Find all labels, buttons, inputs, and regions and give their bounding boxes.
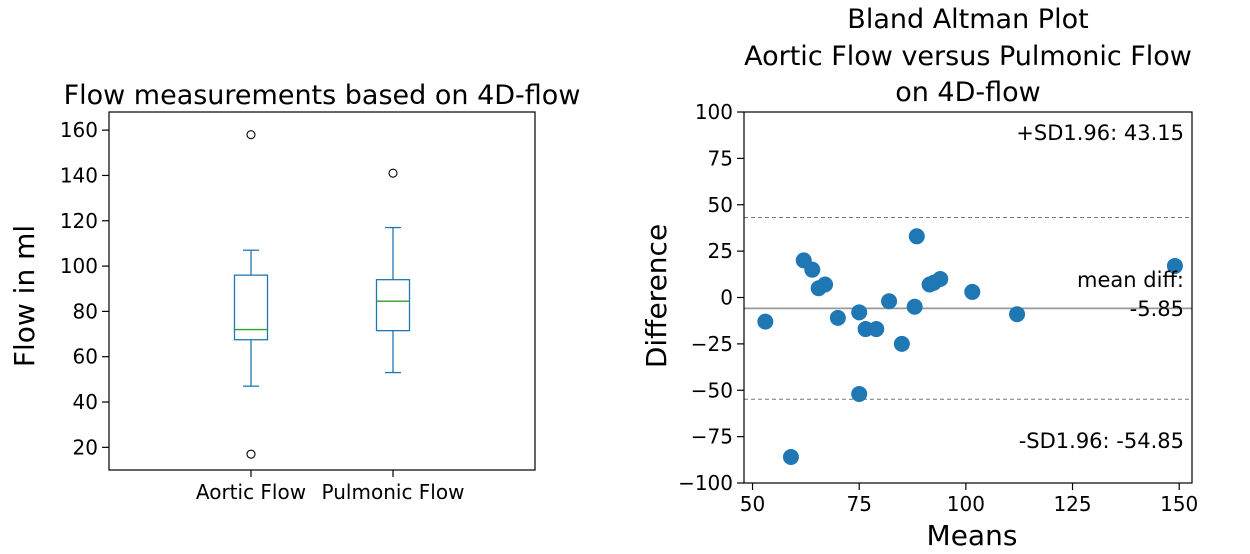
data-point <box>1009 306 1026 323</box>
box-aortic-flow <box>233 130 269 459</box>
data-point <box>868 321 885 338</box>
box-y-tick-label: 80 <box>73 299 98 323</box>
data-point <box>851 385 868 402</box>
ba-y-tick-label: 100 <box>695 100 733 124</box>
ba-y-tick-label: 50 <box>708 193 733 217</box>
ba-x-tick-label: 75 <box>846 492 871 516</box>
data-point <box>932 270 949 287</box>
box-plot-chart: Flow measurements based on 4D-flow Flow … <box>8 80 580 504</box>
box-plot-frame <box>108 111 536 471</box>
mean-diff-annotation-label: mean diff: <box>1077 268 1184 292</box>
data-point <box>851 304 868 321</box>
data-point <box>757 313 774 330</box>
box-y-tick-label: 100 <box>60 254 98 278</box>
outlier-point <box>246 130 256 140</box>
bland-altman-title-line-2: Aortic Flow versus Pulmonic Flow <box>744 41 1192 72</box>
box-plot-title: Flow measurements based on 4D-flow <box>64 80 581 111</box>
bland-altman-title-line-1: Bland Altman Plot <box>847 4 1088 35</box>
box-y-tick-label: 120 <box>60 209 98 233</box>
bland-altman-chart: Bland Altman Plot Aortic Flow versus Pul… <box>640 4 1198 552</box>
bland-altman-points <box>757 228 1183 466</box>
data-point <box>881 293 898 310</box>
upper-limit-annotation: +SD1.96: 43.15 <box>1016 121 1184 145</box>
bland-altman-x-axis-label: Means <box>927 519 1018 552</box>
data-point <box>804 261 821 278</box>
ba-y-tick-label: −75 <box>691 425 733 449</box>
box-plot-y-ticks: 20 40 60 80 100 120 140 160 <box>60 118 109 459</box>
data-point <box>782 449 799 466</box>
data-point <box>893 335 910 352</box>
ba-x-tick-label: 50 <box>740 492 765 516</box>
ba-x-tick-label: 125 <box>1053 492 1091 516</box>
box-y-tick-label: 160 <box>60 118 98 142</box>
outlier-point <box>246 449 256 459</box>
ba-y-tick-label: 75 <box>708 146 733 170</box>
box-plot-marks <box>233 130 411 459</box>
bland-altman-title-line-3: on 4D-flow <box>895 77 1041 108</box>
lower-limit-annotation: -SD1.96: -54.85 <box>1019 429 1184 453</box>
box-plot-x-ticks: Aortic Flow Pulmonic Flow <box>196 470 465 504</box>
ba-y-tick-label: 25 <box>708 239 733 263</box>
bland-altman-y-ticks: −100 −75 −50 −25 0 25 50 75 100 <box>678 100 744 495</box>
bland-altman-x-ticks: 50 75 100 125 150 <box>740 483 1198 516</box>
ba-y-tick-label: 0 <box>720 286 733 310</box>
bland-altman-frame <box>743 111 1193 484</box>
data-point <box>906 298 923 315</box>
bland-altman-y-axis-label: Difference <box>640 224 673 368</box>
box-y-tick-label: 60 <box>73 345 98 369</box>
box-y-tick-label: 140 <box>60 163 98 187</box>
ba-x-tick-label: 100 <box>947 492 985 516</box>
box-plot-y-axis-label: Flow in ml <box>8 225 41 367</box>
box-y-tick-label: 20 <box>73 435 98 459</box>
mean-diff-annotation-value: -5.85 <box>1130 297 1184 321</box>
data-point <box>964 283 981 300</box>
ba-y-tick-label: −100 <box>678 471 733 495</box>
data-point <box>817 276 834 293</box>
ba-x-tick-label: 150 <box>1160 492 1198 516</box>
box-pulmonic-flow <box>375 168 411 374</box>
data-point <box>829 309 846 326</box>
outlier-point <box>388 168 398 178</box>
iqr-box <box>233 274 269 341</box>
box-x-tick-label: Aortic Flow <box>196 480 306 504</box>
box-x-tick-label: Pulmonic Flow <box>322 480 465 504</box>
bland-altman-reference-lines <box>744 216 1192 400</box>
data-point <box>908 228 925 245</box>
data-point <box>1166 257 1183 274</box>
ba-y-tick-label: −25 <box>691 332 733 356</box>
box-y-tick-label: 40 <box>73 390 98 414</box>
iqr-box <box>375 279 411 332</box>
ba-y-tick-label: −50 <box>691 378 733 402</box>
